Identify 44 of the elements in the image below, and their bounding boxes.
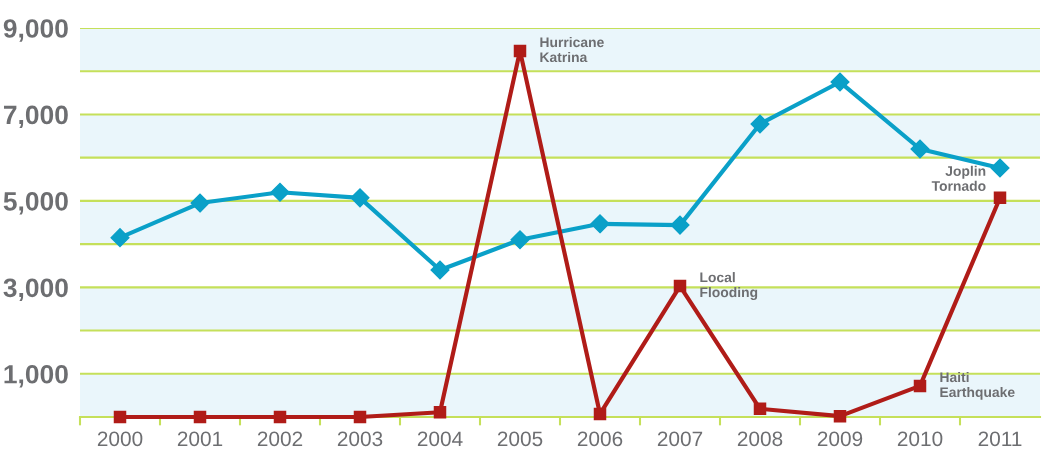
point: [910, 139, 930, 159]
point: [433, 405, 447, 419]
point: [993, 191, 1007, 205]
point: [273, 410, 287, 424]
x-tick-label: 2011: [978, 431, 1022, 447]
x-tick-label: 2003: [337, 431, 383, 447]
point: [833, 409, 847, 423]
point: [350, 188, 370, 208]
point: [513, 44, 527, 58]
y-tick-label: 7,000: [3, 105, 68, 129]
x-tick-label: 2007: [657, 431, 703, 447]
y-tick-label: 5,000: [3, 192, 68, 215]
x-tick-label: 2006: [577, 431, 623, 447]
point: [113, 410, 127, 424]
point: [673, 279, 687, 293]
y-tick-label: 3,000: [3, 278, 68, 301]
point: [913, 379, 927, 393]
annotation: Local Flooding: [700, 272, 758, 301]
point: [510, 230, 530, 250]
x-tick-label: 2008: [737, 431, 783, 447]
y-tick-label: 9,000: [3, 19, 68, 42]
point: [750, 114, 770, 134]
point: [590, 214, 610, 234]
x-tick-label: 2004: [417, 431, 463, 447]
x-tick-label: 2010: [897, 431, 943, 447]
annotation: Joplin Tornado: [931, 165, 986, 191]
x-tick-label: 2000: [97, 431, 143, 447]
x-tick-label: 2009: [817, 431, 863, 447]
point: [353, 410, 367, 424]
point: [593, 407, 607, 421]
point: [753, 402, 767, 416]
point: [990, 158, 1010, 178]
point: [270, 182, 290, 202]
x-tick-label: 2005: [497, 431, 543, 447]
y-tick-label: 1,000: [4, 364, 68, 388]
point: [670, 215, 690, 235]
point: [430, 260, 450, 280]
point: [190, 193, 210, 213]
point: [193, 410, 207, 424]
point: [110, 228, 130, 248]
annotation: Hurricane Katrina: [540, 36, 604, 63]
x-tick-label: 2001: [177, 431, 223, 447]
point: [830, 72, 850, 92]
x-tick-label: 2002: [257, 431, 303, 447]
